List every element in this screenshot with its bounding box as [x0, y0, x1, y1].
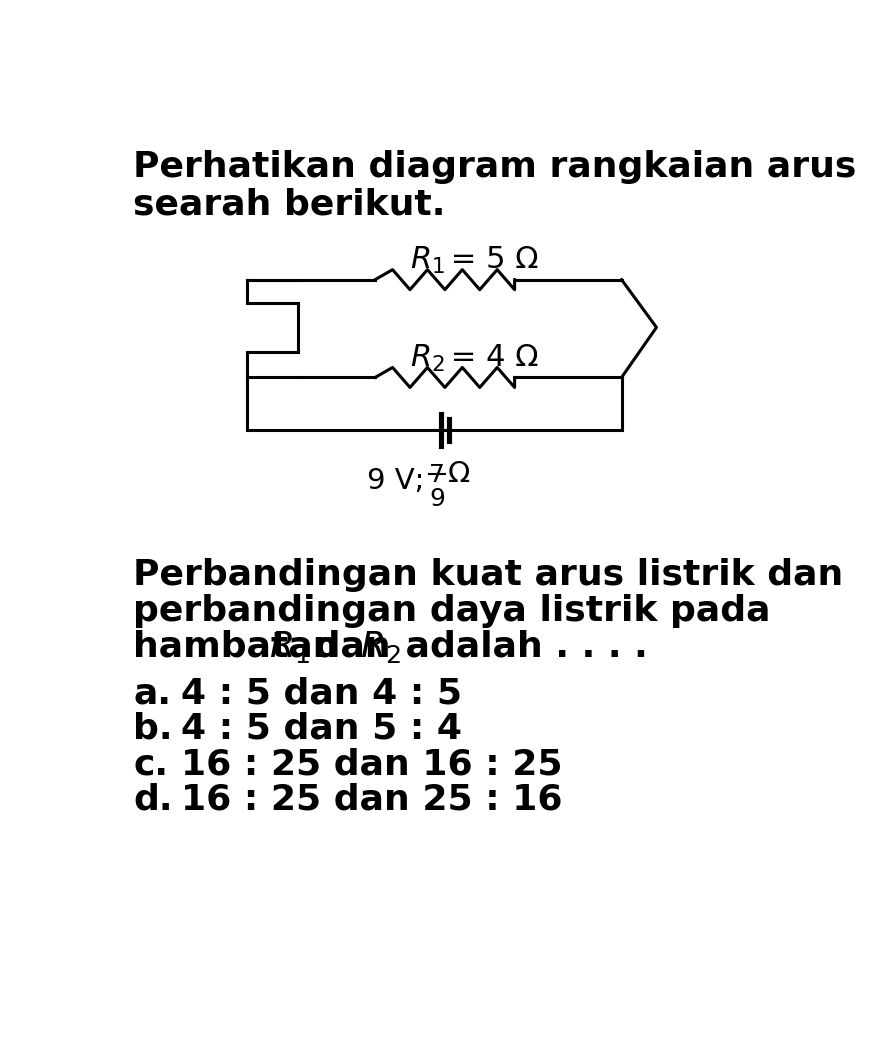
- Text: 9: 9: [430, 487, 445, 511]
- Text: perbandingan daya listrik pada: perbandingan daya listrik pada: [133, 594, 771, 628]
- Text: $R_2$: $R_2$: [410, 342, 445, 374]
- Text: Perhatikan diagram rangkaian arus: Perhatikan diagram rangkaian arus: [133, 151, 856, 184]
- Text: c.: c.: [133, 747, 168, 781]
- Text: a.: a.: [133, 676, 171, 710]
- Text: hambatan: hambatan: [133, 630, 352, 664]
- Text: dan: dan: [302, 630, 404, 664]
- Text: Ω: Ω: [448, 460, 471, 489]
- Text: 9 V;: 9 V;: [367, 466, 433, 495]
- Text: $R_2$: $R_2$: [361, 630, 401, 666]
- Text: searah berikut.: searah berikut.: [133, 188, 446, 222]
- Text: adalah . . . .: adalah . . . .: [393, 630, 647, 664]
- Text: = 4 Ω: = 4 Ω: [441, 342, 538, 372]
- Text: 4 : 5 dan 4 : 5: 4 : 5 dan 4 : 5: [181, 676, 463, 710]
- Text: 7: 7: [430, 463, 445, 487]
- Text: 16 : 25 dan 16 : 25: 16 : 25 dan 16 : 25: [181, 747, 563, 781]
- Text: d.: d.: [133, 782, 173, 816]
- Text: 16 : 25 dan 25 : 16: 16 : 25 dan 25 : 16: [181, 782, 563, 816]
- Text: $R_1$: $R_1$: [269, 630, 310, 666]
- Text: $R_1$: $R_1$: [410, 245, 445, 276]
- Text: Perbandingan kuat arus listrik dan: Perbandingan kuat arus listrik dan: [133, 559, 844, 593]
- Text: = 5 Ω: = 5 Ω: [441, 245, 538, 275]
- Text: 4 : 5 dan 5 : 4: 4 : 5 dan 5 : 4: [181, 711, 463, 745]
- Text: b.: b.: [133, 711, 173, 745]
